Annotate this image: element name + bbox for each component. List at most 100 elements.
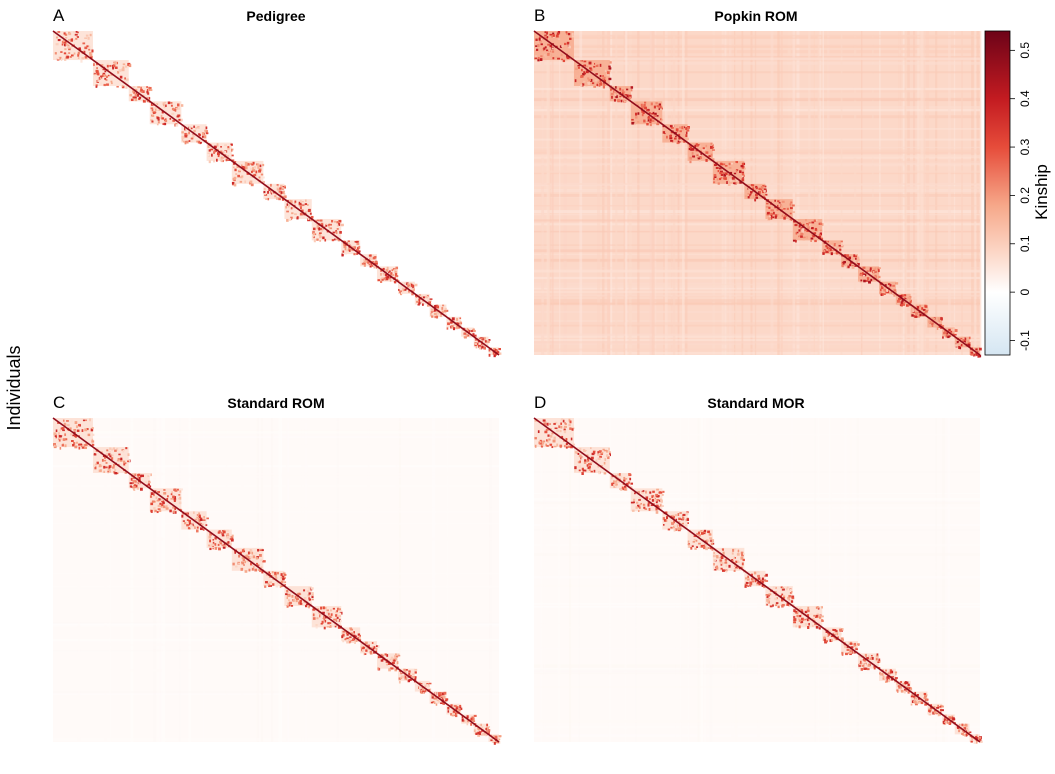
kinship-cell (582, 80, 586, 83)
kinship-cell (193, 125, 195, 128)
kinship-cell (250, 562, 253, 566)
kinship-cell (244, 166, 246, 170)
kinship-cell (299, 599, 302, 603)
kinship-cell (748, 577, 751, 580)
kinship-cell (791, 597, 795, 600)
kinship-cell (308, 597, 310, 600)
kinship-cell (345, 631, 349, 635)
kinship-cell (902, 303, 905, 306)
kinship-cell (464, 336, 467, 339)
kinship-cell (399, 677, 402, 680)
kinship-cell (552, 439, 556, 443)
kinship-cell (648, 112, 651, 115)
kinship-cell (438, 694, 441, 697)
kinship-cell (261, 176, 265, 179)
kinship-cell (138, 482, 141, 486)
kinship-cell (692, 144, 695, 147)
kinship-cell (468, 334, 472, 338)
kinship-cell (929, 324, 932, 327)
kinship-cell (349, 636, 352, 638)
kinship-cell (584, 450, 587, 452)
kinship-cell (361, 262, 365, 265)
kinship-cell (69, 46, 72, 49)
kinship-cell (565, 444, 568, 448)
kinship-cell (606, 454, 609, 458)
kinship-cell (333, 618, 336, 621)
kinship-cell (780, 207, 784, 210)
kinship-cell (57, 39, 61, 42)
heatmap-texture (534, 128, 980, 130)
kinship-cell (187, 521, 190, 525)
kinship-cell (286, 210, 289, 213)
kinship-cell (877, 267, 880, 271)
kinship-cell (73, 442, 76, 445)
kinship-cell (568, 45, 572, 49)
kinship-cell (244, 180, 247, 184)
kinship-cell (762, 184, 765, 187)
kinship-cell (440, 314, 442, 318)
kinship-cell (422, 296, 425, 299)
kinship-cell (470, 723, 473, 726)
kinship-cell (98, 464, 101, 468)
kinship-cell (274, 196, 277, 199)
heatmap-texture (902, 31, 906, 355)
kinship-cell (354, 240, 357, 243)
kinship-cell (53, 443, 56, 445)
kinship-cell (635, 506, 638, 509)
kinship-cell (878, 267, 881, 269)
kinship-cell (563, 31, 566, 34)
kinship-cell (232, 166, 235, 169)
kinship-cell (240, 561, 244, 564)
kinship-cell (795, 232, 798, 235)
heatmap-texture (534, 501, 980, 505)
kinship-cell (307, 594, 310, 597)
kinship-cell (224, 154, 227, 156)
kinship-cell (57, 31, 61, 33)
kinship-cell (535, 36, 539, 39)
heatmap-texture (53, 510, 499, 513)
kinship-cell (612, 90, 615, 93)
kinship-cell (75, 38, 78, 40)
kinship-cell (652, 490, 655, 493)
kinship-cell (353, 634, 356, 637)
kinship-cell (839, 628, 842, 632)
kinship-cell (675, 135, 677, 138)
kinship-cell (315, 223, 319, 225)
kinship-cell (755, 186, 758, 190)
heatmap-texture (336, 418, 339, 742)
kinship-cell (788, 218, 791, 221)
kinship-cell (359, 634, 361, 637)
heatmap-texture (543, 418, 546, 742)
kinship-cell (712, 146, 715, 149)
kinship-cell (342, 250, 345, 253)
kinship-cell (876, 654, 879, 658)
kinship-cell (735, 560, 738, 563)
diagonal-self-kinship (533, 417, 981, 743)
kinship-cell (911, 693, 914, 696)
kinship-cell (728, 174, 731, 176)
kinship-cell (682, 516, 685, 520)
kinship-cell (656, 115, 659, 117)
kinship-cell (388, 276, 391, 280)
kinship-cell (564, 437, 567, 439)
kinship-cell (792, 239, 796, 242)
kinship-cell (396, 661, 399, 665)
kinship-cell (891, 675, 894, 678)
kinship-cell (132, 96, 135, 99)
kinship-cell (307, 218, 310, 220)
kinship-cell (833, 633, 836, 637)
kinship-cell (626, 95, 629, 98)
kinship-cell (928, 707, 930, 710)
kinship-cell (465, 334, 469, 338)
heatmap-texture (109, 418, 112, 742)
kinship-cell (58, 57, 62, 60)
kinship-cell (838, 632, 842, 636)
kinship-cell (298, 601, 300, 605)
kinship-cell (120, 457, 123, 461)
panel-title: Standard MOR (707, 395, 804, 411)
kinship-cell (280, 191, 283, 194)
heatmap-texture (53, 669, 499, 672)
kinship-cell (874, 269, 878, 273)
kinship-cell (125, 447, 128, 450)
